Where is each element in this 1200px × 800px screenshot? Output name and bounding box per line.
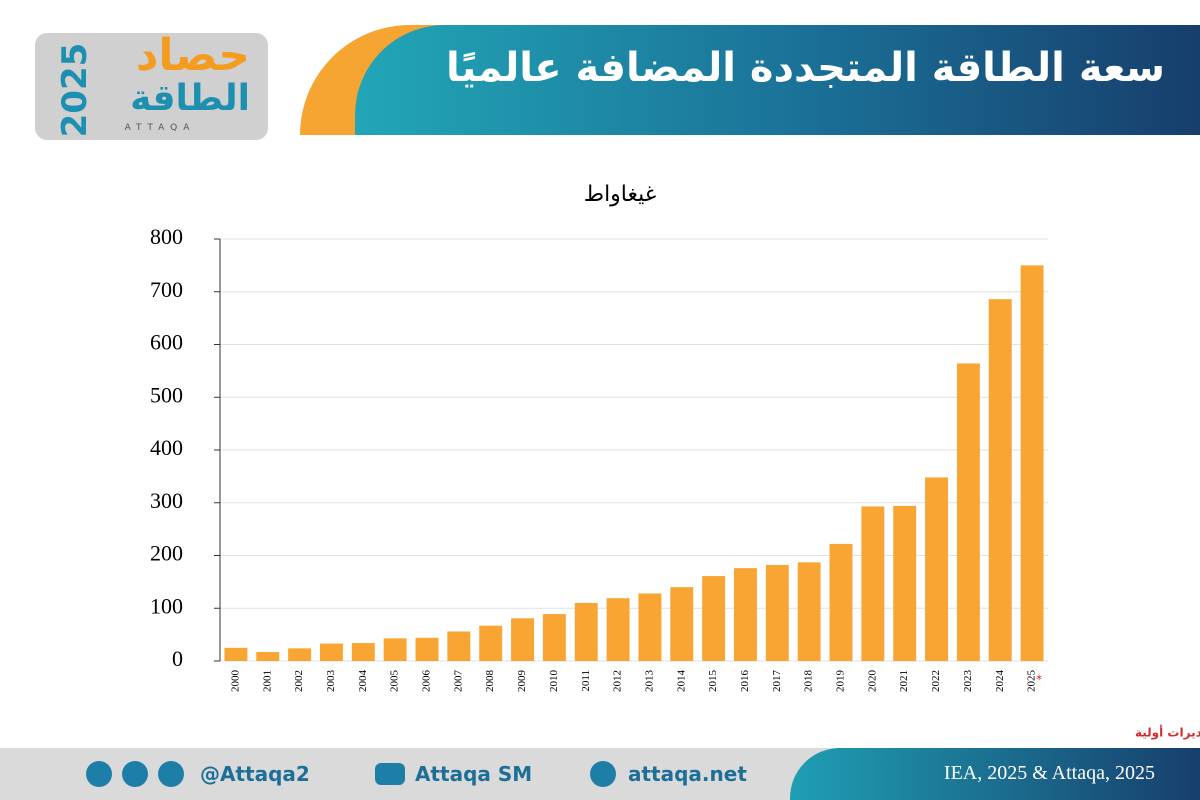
x-tick-label: 2003: [325, 670, 337, 693]
y-tick-label: 700: [150, 277, 183, 302]
icon-instagram[interactable]: [122, 761, 148, 787]
bar: [542, 614, 566, 661]
logo-brand: الطاقة: [130, 78, 250, 119]
header-title: سعة الطاقة المتجددة المضافة عالميًا: [446, 45, 1165, 91]
x-tick-label: 2017: [771, 670, 783, 693]
y-tick-label: 300: [150, 488, 183, 513]
x-tick-label: 2008: [484, 670, 496, 693]
footer-website[interactable]: attaqa.net: [628, 762, 747, 786]
footer-source-band: [790, 748, 1200, 800]
x-tick-label: 2016: [739, 670, 751, 693]
x-tick-label: 2007: [452, 670, 464, 693]
bar: [383, 638, 407, 661]
x-tick-label: 2015: [707, 670, 719, 693]
bar: [511, 618, 535, 661]
bar: [351, 643, 375, 661]
x-tick-label: 2019: [835, 670, 847, 693]
icon-x[interactable]: [86, 761, 112, 787]
y-tick-label: 200: [150, 541, 183, 566]
x-tick-label: 2006: [421, 670, 433, 693]
bar: [829, 543, 853, 661]
x-tick-label: 2001: [261, 670, 273, 692]
y-tick-label: 500: [150, 382, 183, 407]
x-tick-label: 2022: [930, 670, 942, 692]
footnote: *تقديرات أولية: [1135, 725, 1200, 741]
logo-box: [35, 33, 268, 140]
bar: [861, 506, 885, 661]
bar: [574, 602, 598, 661]
bar: [765, 564, 789, 661]
x-tick-label: 2010: [548, 670, 560, 693]
logo-word: حصاد: [135, 30, 250, 81]
y-tick-label: 100: [150, 593, 183, 618]
x-tick-label: 2011: [580, 670, 592, 692]
x-tick-label: 2021: [898, 670, 910, 692]
bar: [638, 593, 662, 661]
y-tick-label: 400: [150, 435, 183, 460]
x-tick-label: 2025: [1026, 670, 1038, 693]
y-tick-label: 600: [150, 330, 183, 355]
x-tick-label: 2024: [994, 670, 1006, 693]
bar: [702, 576, 726, 661]
footer-twitter[interactable]: @Attaqa2: [200, 762, 310, 786]
bar: [606, 598, 630, 661]
x-tick-label: 2018: [803, 670, 815, 693]
bar: [733, 568, 757, 661]
bar: [319, 643, 343, 661]
bar: [956, 363, 980, 661]
logo-latin: ATTAQA: [124, 123, 196, 133]
estimate-marker: *: [1036, 673, 1042, 687]
x-tick-label: 2023: [962, 670, 974, 693]
x-tick-label: 2000: [229, 670, 241, 693]
bar: [670, 587, 694, 661]
x-tick-label: 2012: [612, 670, 624, 692]
y-unit-label: غيغاواط: [584, 182, 657, 207]
x-tick-label: 2004: [357, 670, 369, 693]
x-tick-label: 2002: [293, 670, 305, 692]
bar: [925, 477, 949, 661]
icon-youtube[interactable]: [375, 763, 405, 785]
header-band: [355, 25, 1200, 135]
y-tick-label: 0: [172, 646, 183, 671]
x-tick-label: 2014: [675, 670, 687, 693]
bar: [288, 648, 312, 661]
icon-web[interactable]: [590, 761, 616, 787]
x-tick-label: 2005: [389, 670, 401, 693]
bar: [256, 652, 280, 661]
bar: [479, 625, 503, 661]
x-tick-label: 2020: [866, 670, 878, 693]
bar: [224, 647, 248, 661]
x-tick-label: 2013: [643, 670, 655, 693]
bar: [447, 631, 471, 661]
bar: [1020, 265, 1044, 661]
icon-facebook[interactable]: [158, 761, 184, 787]
bar: [893, 505, 917, 661]
footer-youtube[interactable]: Attaqa SM: [415, 762, 533, 786]
bar: [988, 299, 1012, 661]
y-tick-label: 800: [150, 224, 183, 249]
x-tick-label: 2009: [516, 670, 528, 693]
footer-source: IEA, 2025 & Attaqa, 2025: [943, 762, 1155, 784]
bar: [797, 562, 821, 661]
bar: [415, 637, 439, 661]
